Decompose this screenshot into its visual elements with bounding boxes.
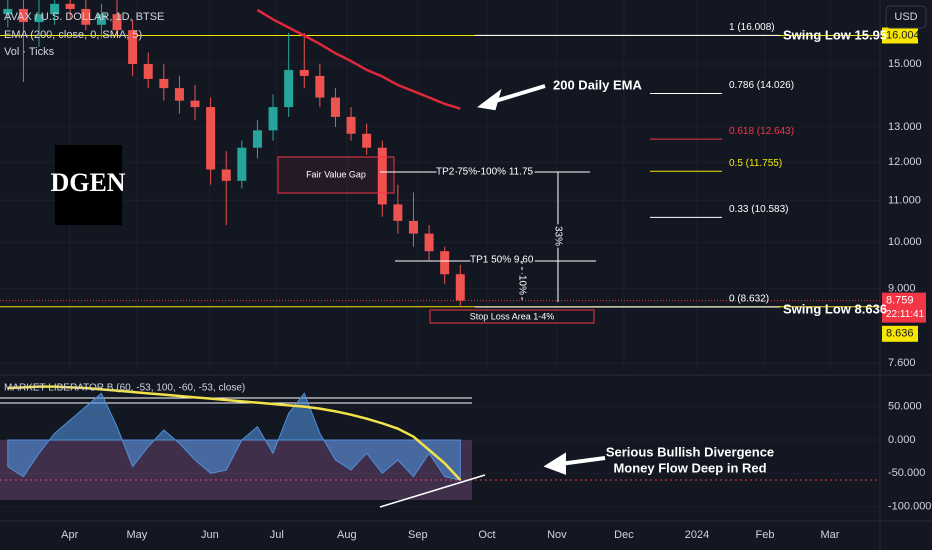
annotation: Money Flow Deep in Red xyxy=(613,460,766,475)
candle-body xyxy=(455,274,465,301)
candle-body xyxy=(18,8,28,23)
candle-body xyxy=(284,69,294,108)
x-tick-label: Mar xyxy=(820,529,839,541)
candle-body xyxy=(112,14,122,31)
y-tick-label: 12.000 xyxy=(888,156,922,168)
oscillator-title: MARKET LIBERATOR B (60, -53, 100, -60, -… xyxy=(4,383,245,394)
candle-body xyxy=(424,233,434,252)
annotation: Stop Loss Area 1-4% xyxy=(470,311,555,321)
indicator-label: EMA (200, close, 0, SMA, 5) xyxy=(4,29,142,41)
symbol-title: AVAX / U.S. DOLLAR, 1D, BTSE xyxy=(4,11,164,23)
candle-body xyxy=(81,8,91,25)
x-tick-label: Jul xyxy=(270,529,284,541)
fib-label: 0.33 (10.583) xyxy=(729,204,789,215)
candle-body xyxy=(315,75,325,98)
price-tag-label: 8.636 xyxy=(886,328,914,340)
y-tick-label: -50.000 xyxy=(888,467,925,479)
logo-box xyxy=(55,145,122,225)
candle-body xyxy=(65,3,75,9)
candle-body xyxy=(408,220,418,234)
candle-body xyxy=(252,130,262,148)
candle-body xyxy=(299,69,309,76)
annotation: Swing Low 15.95 xyxy=(783,27,887,42)
fib-label: 0.786 (14.026) xyxy=(729,80,794,91)
price-tag xyxy=(882,27,918,44)
overlay: Apr May Jun Jul Aug Sep Oct Nov Dec 2024 Feb Mar 15.… xyxy=(61,22,931,541)
candle-body xyxy=(377,147,387,205)
annotation: 33% xyxy=(552,226,563,246)
candle-body xyxy=(190,100,200,108)
x-tick-label: Aug xyxy=(337,529,357,541)
candle-body xyxy=(50,3,60,15)
candle-body xyxy=(393,204,403,221)
candle-body xyxy=(346,116,356,134)
ema-line xyxy=(256,8,461,110)
x-tick-label: Nov xyxy=(547,529,567,541)
x-tick-label: Oct xyxy=(478,529,495,541)
oscillator-line xyxy=(7,385,462,481)
price-tag-label: 8.759 xyxy=(886,294,914,306)
annotation: Fair Value Gap xyxy=(306,169,366,179)
y-tick-label: 7.600 xyxy=(888,357,916,369)
oscillator-area xyxy=(7,392,461,481)
candle-body xyxy=(159,78,169,89)
x-tick-label: 2024 xyxy=(685,529,709,541)
logo: DGEN xyxy=(50,168,125,197)
annotation: 10% xyxy=(516,275,527,295)
y-tick-label: 11.000 xyxy=(888,194,921,206)
y-tick-label: 13.000 xyxy=(888,121,922,133)
x-tick-label: Sep xyxy=(408,529,428,541)
candle-body xyxy=(3,8,13,15)
currency[interactable]: USD xyxy=(894,11,917,23)
x-tick-label: Dec xyxy=(614,529,634,541)
fib-label: 0.618 (12.643) xyxy=(729,126,794,137)
fib-label: 0 (8.632) xyxy=(729,294,769,305)
stop-box xyxy=(429,309,595,324)
candle-body xyxy=(34,14,44,23)
x-tick-label: May xyxy=(126,529,147,541)
y-tick-label: 15.000 xyxy=(888,58,922,70)
x-tick-label: Feb xyxy=(756,529,775,541)
candle-body xyxy=(268,107,278,131)
annotation: Serious Bullish Divergence xyxy=(606,444,774,459)
candle-body xyxy=(237,147,247,181)
y-tick-label: -100.000 xyxy=(888,501,931,513)
candle-body xyxy=(96,14,106,25)
y-tick-label: 0.000 xyxy=(888,434,916,446)
currency-button[interactable] xyxy=(885,5,927,29)
fib-label: 1 (16.008) xyxy=(729,22,775,33)
arrow xyxy=(543,452,606,475)
fvg-box xyxy=(277,156,395,194)
annotation: 200 Daily EMA xyxy=(553,77,642,92)
candle-body xyxy=(206,107,216,170)
indicator-label: Vol · Ticks xyxy=(4,46,55,58)
candle-body xyxy=(330,97,340,117)
y-tick-label: 50.000 xyxy=(888,401,922,413)
candle-body xyxy=(362,133,372,148)
divergence-line xyxy=(379,474,486,508)
candle-body xyxy=(143,64,153,79)
price-tag-label: 16.004 xyxy=(886,29,920,41)
arrow xyxy=(477,84,546,111)
price-pane xyxy=(0,0,880,308)
price-tag xyxy=(882,292,926,323)
candle-body xyxy=(440,251,450,275)
candle-body xyxy=(174,88,184,101)
candle-body xyxy=(221,169,231,181)
annotation: Swing Low 8.636 xyxy=(783,301,887,316)
oscillator-pane xyxy=(0,385,880,508)
x-tick-label: Apr xyxy=(61,529,78,541)
fib-label: 0.5 (11.755) xyxy=(729,158,782,169)
y-tick-label: 9.000 xyxy=(888,283,916,295)
candle-body xyxy=(128,30,138,65)
y-tick-label: 10.000 xyxy=(888,236,922,248)
annotation: TP1 50% 9.60 xyxy=(470,255,534,266)
x-tick-label: Jun xyxy=(201,529,219,541)
price-tag xyxy=(882,325,918,342)
countdown: 22:11:41 xyxy=(886,309,925,320)
annotation: TP2 75%-100% 11.75 xyxy=(436,167,534,178)
